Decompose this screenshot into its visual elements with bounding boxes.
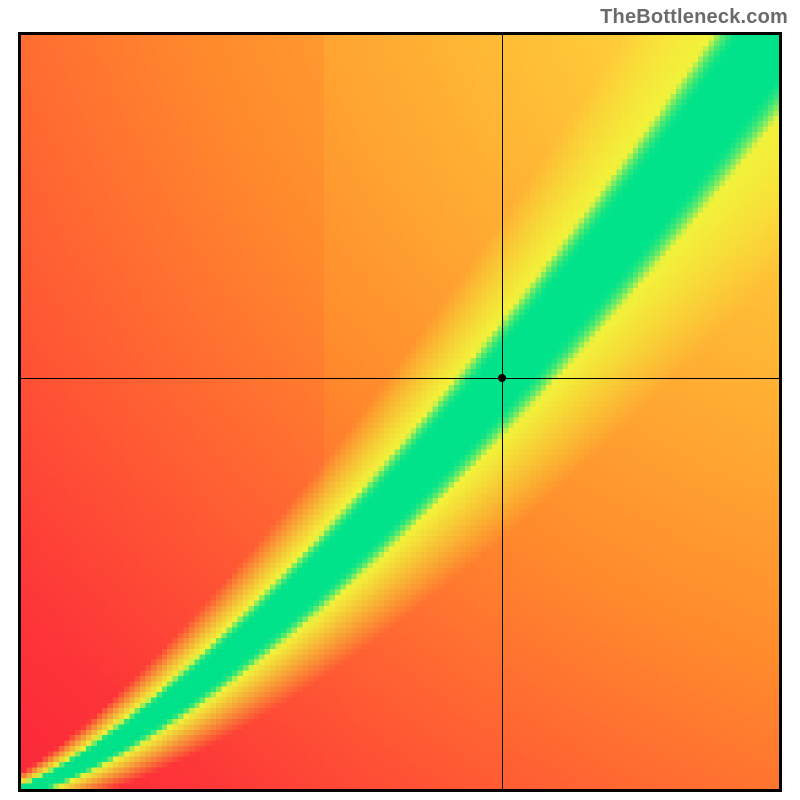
crosshair-vertical <box>502 35 503 789</box>
heatmap-canvas <box>21 35 779 789</box>
watermark-label: TheBottleneck.com <box>600 6 788 29</box>
bottleneck-heatmap <box>18 32 782 792</box>
crosshair-horizontal <box>21 378 779 379</box>
